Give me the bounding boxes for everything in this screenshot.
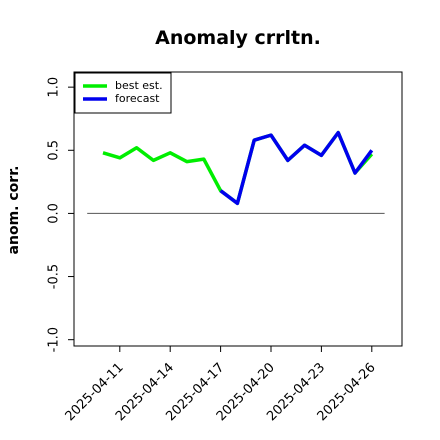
legend-label: forecast <box>115 92 160 105</box>
legend: best est.forecast <box>74 72 172 114</box>
y-tick-label: -0.5 <box>47 264 62 289</box>
chart-title: Anomaly crrltn. <box>155 27 321 49</box>
legend-box <box>74 72 172 114</box>
y-tick-label: 0.0 <box>47 203 62 224</box>
y-tick-label: 1.0 <box>47 77 62 98</box>
series-line <box>219 130 374 206</box>
y-tick-label: -1.0 <box>47 327 62 352</box>
y-tick-label: 0.5 <box>47 140 62 161</box>
y-axis-label: anom. corr. <box>6 166 22 255</box>
legend-label: best est. <box>115 79 163 92</box>
plot-frame <box>73 71 403 347</box>
